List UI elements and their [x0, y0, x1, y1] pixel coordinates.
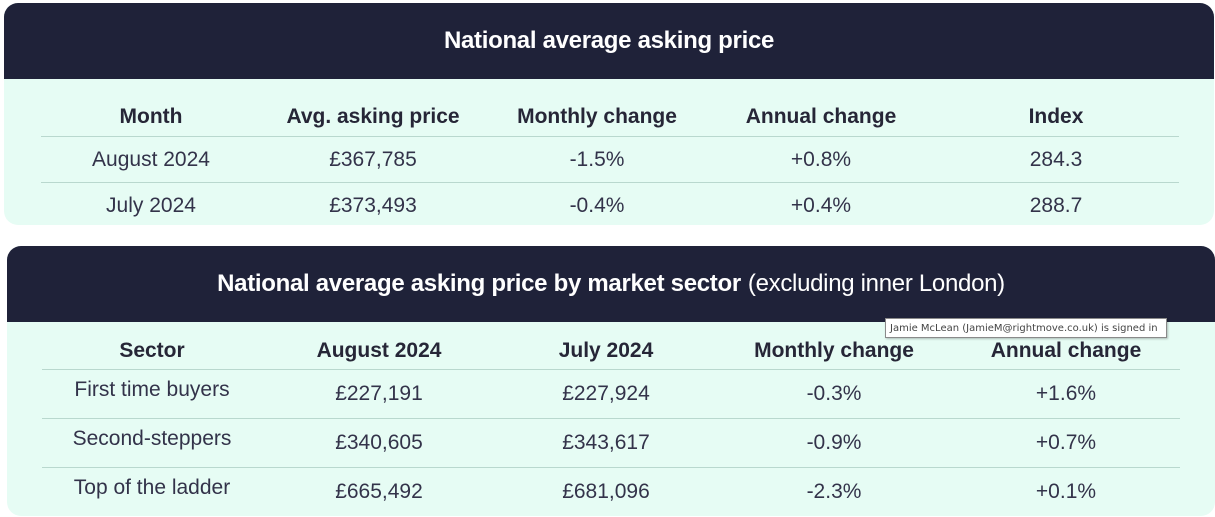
table-header-row: Sector August 2024 July 2024 Monthly cha…: [42, 332, 1180, 370]
cell-annual-change: +0.8%: [709, 136, 933, 183]
cell-monthly-change: -0.4%: [569, 193, 625, 217]
cell-july-2024: £227,924: [496, 369, 716, 419]
cell-sector: First time buyers: [42, 369, 262, 419]
sector-price-subtitle: (excluding inner London): [747, 270, 1005, 297]
cell-annual-change: +0.4%: [790, 193, 852, 217]
national-price-title: National average asking price: [443, 27, 775, 54]
table-row: August 2024 £367,785 -1.5% +0.8% 284.3: [41, 136, 1179, 183]
cell-august-2024: £665,492: [335, 480, 423, 503]
cell-sector: Second-steppers: [42, 418, 262, 468]
column-header-avg-asking-price: Avg. asking price: [261, 98, 485, 137]
cell-sector: Top of the ladder: [73, 476, 231, 499]
sector-price-card: National average asking price by market …: [7, 246, 1215, 516]
table-row: Top of the ladder £665,492 £681,096 -2.3…: [42, 468, 1180, 517]
cell-july-2024: £681,096: [562, 480, 650, 503]
column-header-annual-change: Annual change: [952, 332, 1180, 370]
cell-monthly-change: -1.5%: [485, 136, 709, 183]
column-header-month: Month: [41, 98, 261, 137]
cell-annual-change: +0.7%: [952, 418, 1180, 468]
national-price-card: National average asking price Month Avg.…: [4, 3, 1214, 225]
cell-july-2024: £343,617: [496, 418, 716, 468]
cell-month: August 2024: [41, 136, 261, 183]
column-header-index: Index: [933, 98, 1179, 137]
cell-annual-change: +0.1%: [1035, 480, 1097, 503]
cell-monthly-change: -0.9%: [716, 418, 952, 468]
table-header-row: Month Avg. asking price Monthly change A…: [41, 98, 1179, 137]
signed-in-tooltip: Jamie McLean (JamieM@rightmove.co.uk) is…: [885, 318, 1167, 338]
cell-month: July 2024: [106, 193, 196, 217]
cell-august-2024: £340,605: [262, 418, 496, 468]
cell-annual-change: +1.6%: [952, 369, 1180, 419]
column-header-annual-change: Annual change: [709, 98, 933, 137]
cell-index: 288.7: [1029, 193, 1083, 217]
column-header-july-2024: July 2024: [496, 332, 716, 370]
sector-price-header: National average asking price by market …: [7, 246, 1215, 322]
national-price-table: Month Avg. asking price Monthly change A…: [41, 98, 1179, 225]
column-header-sector: Sector: [42, 332, 262, 370]
cell-index: 284.3: [933, 136, 1179, 183]
table-row: First time buyers £227,191 £227,924 -0.3…: [42, 369, 1180, 419]
cell-avg-asking-price: £373,493: [329, 193, 417, 217]
sector-price-table: Sector August 2024 July 2024 Monthly cha…: [42, 332, 1180, 516]
national-price-header: National average asking price: [4, 3, 1214, 79]
column-header-monthly-change: Monthly change: [485, 98, 709, 137]
cell-monthly-change: -2.3%: [806, 480, 862, 503]
sector-price-title: National average asking price by market …: [217, 270, 741, 297]
cell-avg-asking-price: £367,785: [261, 136, 485, 183]
table-row: July 2024 £373,493 -0.4% +0.4% 288.7: [41, 183, 1179, 226]
column-header-monthly-change: Monthly change: [716, 332, 952, 370]
cell-august-2024: £227,191: [262, 369, 496, 419]
table-row: Second-steppers £340,605 £343,617 -0.9% …: [42, 418, 1180, 468]
cell-monthly-change: -0.3%: [716, 369, 952, 419]
column-header-august-2024: August 2024: [262, 332, 496, 370]
